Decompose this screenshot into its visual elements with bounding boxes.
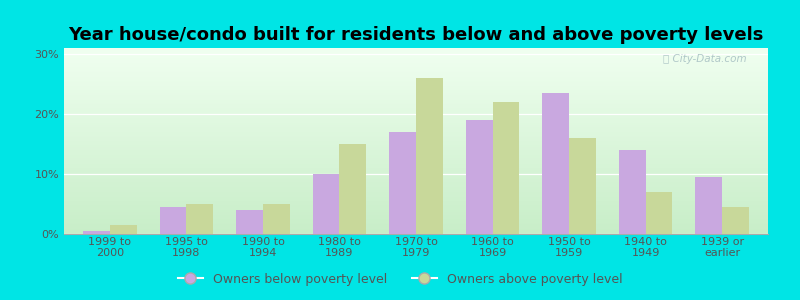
Text: ⓘ City-Data.com: ⓘ City-Data.com [663,54,747,64]
Bar [416,78,442,234]
Bar [83,231,110,234]
Bar [339,144,366,234]
Bar [263,204,290,234]
Bar [186,204,214,234]
Bar [493,102,519,234]
Bar [160,207,186,234]
Bar [236,210,263,234]
Bar [390,132,416,234]
Bar [313,174,339,234]
Bar [618,150,646,234]
Bar [542,93,569,234]
Title: Year house/condo built for residents below and above poverty levels: Year house/condo built for residents bel… [68,26,764,44]
Bar [110,225,137,234]
Bar [722,207,749,234]
Bar [569,138,596,234]
Bar [646,192,672,234]
Legend: Owners below poverty level, Owners above poverty level: Owners below poverty level, Owners above… [173,268,627,291]
Bar [695,177,722,234]
Bar [466,120,493,234]
